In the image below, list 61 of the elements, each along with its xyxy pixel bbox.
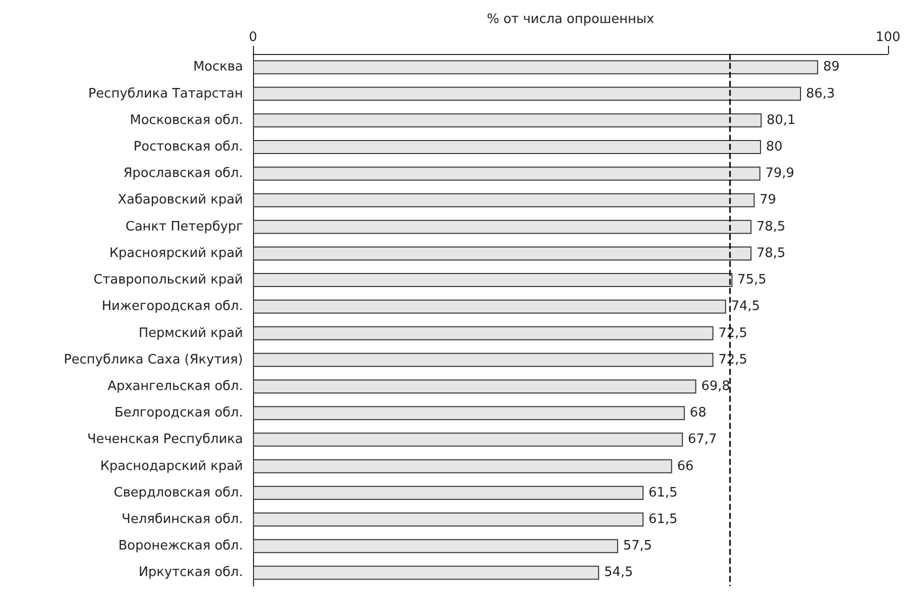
bar <box>253 512 644 526</box>
data-label: 67,7 <box>688 432 717 448</box>
data-label: 54,5 <box>604 565 634 580</box>
bar <box>253 379 696 394</box>
bar <box>253 220 752 234</box>
y-tick-label: Красноярский край <box>109 246 243 261</box>
y-tick-label: Иркутская обл. <box>138 565 243 580</box>
bar <box>253 60 818 74</box>
y-tick-label: Белгородская обл. <box>114 406 243 421</box>
bar <box>253 432 683 447</box>
bar <box>253 113 762 128</box>
y-tick-label: Нижегородская обл. <box>102 299 243 314</box>
data-label: 57,5 <box>623 538 652 554</box>
x-axis-title: % от числа опрошенных <box>486 12 654 27</box>
data-label: 75,5 <box>737 272 766 288</box>
bar <box>253 140 761 154</box>
bar <box>253 86 802 101</box>
bar <box>253 486 644 500</box>
y-tick-label: Республика Татарстан <box>88 86 243 102</box>
data-label: 89 <box>823 60 840 75</box>
data-label: 61,5 <box>648 512 678 527</box>
data-label: 66 <box>677 458 694 474</box>
data-label: 74,5 <box>731 299 760 314</box>
data-label: 80 <box>766 140 783 155</box>
data-label: 78,5 <box>756 246 786 261</box>
data-label: 79 <box>760 192 776 208</box>
data-label: 69,8 <box>701 378 730 394</box>
bar <box>253 246 752 260</box>
bar <box>253 352 714 367</box>
data-label: 86,3 <box>806 86 835 102</box>
data-label: 79,9 <box>765 166 794 182</box>
bar <box>253 300 726 314</box>
y-tick-label: Ярославская обл. <box>123 166 243 182</box>
data-label: 80,1 <box>766 112 796 128</box>
bar <box>253 459 672 474</box>
bar <box>253 193 755 208</box>
data-label: 78,5 <box>756 219 786 234</box>
y-tick-label: Ростовская обл. <box>134 140 243 155</box>
data-label: 68 <box>690 406 706 421</box>
bar <box>253 406 685 420</box>
bar <box>253 166 760 181</box>
y-tick-label: Санкт Петербург <box>126 219 244 234</box>
y-tick-label: Ставропольский край <box>94 272 243 288</box>
bar <box>253 326 714 340</box>
x-tick-label: 100 <box>876 30 900 45</box>
y-tick-label: Свердловская обл. <box>114 485 243 500</box>
data-label: 61,5 <box>648 485 678 500</box>
bar <box>253 273 732 288</box>
y-tick-label: Челябинская обл. <box>122 512 243 527</box>
y-tick-label: Пермский край <box>138 326 243 341</box>
y-tick-label: Хабаровский край <box>118 192 243 208</box>
x-tick-label: 0 <box>248 30 258 45</box>
y-tick-label: Москва <box>193 60 243 75</box>
y-tick-label: Чеченская Республика <box>87 432 243 448</box>
bar <box>253 566 600 580</box>
y-tick-label: Архангельская обл. <box>108 378 243 394</box>
y-tick-label: Краснодарский край <box>100 458 243 474</box>
y-tick-label: Воронежская обл. <box>118 538 243 554</box>
y-tick-label: Московская обл. <box>130 112 243 128</box>
y-tick-label: Республика Саха (Якутия) <box>64 352 243 368</box>
bar <box>253 539 618 554</box>
